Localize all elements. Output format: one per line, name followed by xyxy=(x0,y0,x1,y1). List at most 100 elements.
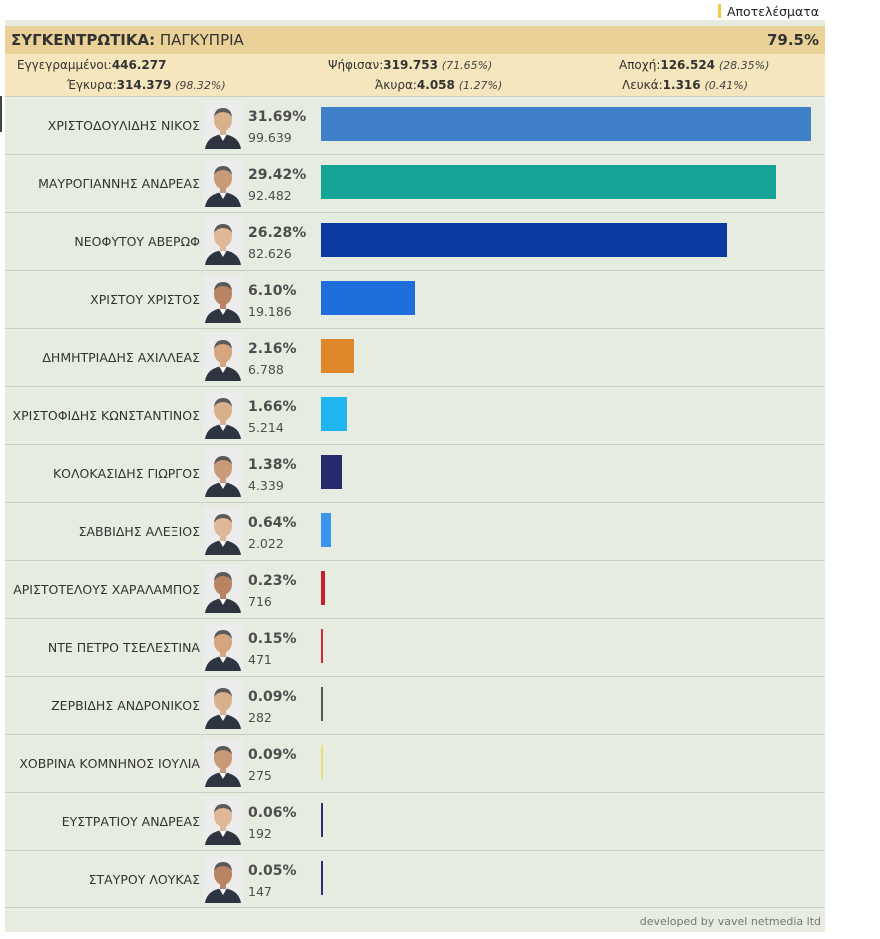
candidate-percentage: 29.42% xyxy=(248,167,307,183)
candidate-row: ΕΥΣΤΡΑΤΙΟΥ ΑΝΔΡΕΑΣ 0.06% 192 xyxy=(5,792,825,850)
summary-header: ΣΥΓΚΕΝΤΡΩΤΙΚΑ: ΠΑΓΚΥΠΡΙΑ 79.5% xyxy=(5,26,825,54)
invalid-stat: Άκυρα:4.058 (1.27%) xyxy=(375,78,502,92)
registered-value: 446.277 xyxy=(111,58,167,72)
candidate-name: ΧΟΒΡΙΝΑ ΚΟΜΝΗΝΟΣ ΙΟΥΛΙΑ xyxy=(19,756,200,771)
candidate-photo xyxy=(203,391,243,439)
candidate-name: ΖΕΡΒΙΔΗΣ ΑΝΔΡΟΝΙΚΟΣ xyxy=(51,698,200,713)
candidate-percentage: 0.64% xyxy=(248,515,297,531)
candidate-name: ΧΡΙΣΤΟΔΟΥΛΙΔΗΣ ΝΙΚΟΣ xyxy=(47,118,200,133)
candidate-row: ΑΡΙΣΤΟΤΕΛΟΥΣ ΧΑΡΑΛΑΜΠΟΣ 0.23% 716 xyxy=(5,560,825,618)
vote-bar xyxy=(321,107,811,141)
candidate-photo xyxy=(203,217,243,265)
valid-value: 314.379 xyxy=(116,78,172,92)
candidate-list: ΧΡΙΣΤΟΔΟΥΛΙΔΗΣ ΝΙΚΟΣ 31.69% 99.639 ΜΑΥΡΟΓΙΑ… xyxy=(5,96,825,908)
summary-box: ΣΥΓΚΕΝΤΡΩΤΙΚΑ: ΠΑΓΚΥΠΡΙΑ 79.5% Εγγεγραμμ… xyxy=(5,26,825,96)
left-edge-marker xyxy=(0,96,2,132)
candidate-name: ΧΡΙΣΤΟΦΙΔΗΣ ΚΩΝΣΤΑΝΤΙΝΟΣ xyxy=(12,408,200,423)
vote-bar xyxy=(321,629,324,663)
voted-pct: (71.65%) xyxy=(441,59,493,72)
vote-bar xyxy=(321,281,416,315)
vote-bar xyxy=(321,165,776,199)
candidate-percentage: 2.16% xyxy=(248,341,297,357)
candidate-name: ΜΑΥΡΟΓΙΑΝΝΗΣ ΑΝΔΡΕΑΣ xyxy=(38,176,200,191)
results-tab[interactable]: Αποτελέσματα xyxy=(717,3,819,19)
vote-bar xyxy=(321,745,323,779)
abstention-pct: (28.35%) xyxy=(718,59,770,72)
candidate-name: ΝΤΕ ΠΕΤΡΟ ΤΣΕΛΕΣΤΙΝΑ xyxy=(47,640,200,655)
vote-bar xyxy=(321,861,323,895)
legend-swatch xyxy=(717,4,721,18)
registered-label: Εγγεγραμμένοι: xyxy=(17,58,112,72)
turnout-value: 79.5% xyxy=(766,31,819,49)
candidate-photo xyxy=(203,101,243,149)
candidate-votes: 92.482 xyxy=(248,188,292,203)
candidate-votes: 99.639 xyxy=(248,130,292,145)
vote-bar xyxy=(321,455,343,489)
summary-title-rest: ΠΑΓΚΥΠΡΙΑ xyxy=(155,31,244,49)
abstention-value: 126.524 xyxy=(660,58,716,72)
invalid-label: Άκυρα: xyxy=(375,78,417,92)
candidate-votes: 282 xyxy=(248,710,272,725)
candidate-name: ΑΡΙΣΤΟΤΕΛΟΥΣ ΧΑΡΑΛΑΜΠΟΣ xyxy=(13,582,200,597)
voted-stat: Ψήφισαν:319.753 (71.65%) xyxy=(328,58,492,72)
candidate-row: ΔΗΜΗΤΡΙΑΔΗΣ ΑΧΙΛΛΕΑΣ 2.16% 6.788 xyxy=(5,328,825,386)
invalid-value: 4.058 xyxy=(416,78,455,92)
candidate-name: ΕΥΣΤΡΑΤΙΟΥ ΑΝΔΡΕΑΣ xyxy=(61,814,200,829)
candidate-row: ΝΕΟΦΥΤΟΥ ΑΒΕΡΩΦ 26.28% 82.626 xyxy=(5,212,825,270)
results-panel: Αποτελέσματα ΣΥΓΚΕΝΤΡΩΤΙΚΑ: ΠΑΓΚΥΠΡΙΑ 79… xyxy=(5,0,825,932)
developer-credit: developed by vavel netmedia ltd xyxy=(639,915,821,928)
valid-stat: Έγκυρα:314.379 (98.32%) xyxy=(67,78,226,92)
candidate-photo xyxy=(203,507,243,555)
vote-bar xyxy=(321,687,323,721)
candidate-photo xyxy=(203,275,243,323)
candidate-row: ΣΤΑΥΡΟΥ ΛΟΥΚΑΣ 0.05% 147 xyxy=(5,850,825,908)
candidate-name: ΚΟΛΟΚΑΣΙΔΗΣ ΓΙΩΡΓΟΣ xyxy=(52,466,200,481)
candidate-votes: 82.626 xyxy=(248,246,292,261)
candidate-votes: 192 xyxy=(248,826,272,841)
voted-label: Ψήφισαν: xyxy=(328,58,384,72)
candidate-percentage: 0.23% xyxy=(248,573,297,589)
candidate-row: ΖΕΡΒΙΔΗΣ ΑΝΔΡΟΝΙΚΟΣ 0.09% 282 xyxy=(5,676,825,734)
candidate-name: ΣΤΑΥΡΟΥ ΛΟΥΚΑΣ xyxy=(88,872,200,887)
results-tab-label: Αποτελέσματα xyxy=(726,3,819,19)
candidate-votes: 5.214 xyxy=(248,420,284,435)
summary-title: ΣΥΓΚΕΝΤΡΩΤΙΚΑ: ΠΑΓΚΥΠΡΙΑ xyxy=(11,31,244,49)
vote-bar xyxy=(321,571,325,605)
candidate-photo xyxy=(203,855,243,903)
candidate-name: ΧΡΙΣΤΟΥ ΧΡΙΣΤΟΣ xyxy=(90,292,200,307)
vote-bar xyxy=(321,397,347,431)
summary-title-bold: ΣΥΓΚΕΝΤΡΩΤΙΚΑ: xyxy=(11,31,156,49)
candidate-row: ΧΡΙΣΤΟΥ ΧΡΙΣΤΟΣ 6.10% 19.186 xyxy=(5,270,825,328)
candidate-votes: 716 xyxy=(248,594,272,609)
vote-bar xyxy=(321,339,355,373)
candidate-photo xyxy=(203,333,243,381)
candidate-row: ΜΑΥΡΟΓΙΑΝΝΗΣ ΑΝΔΡΕΑΣ 29.42% 92.482 xyxy=(5,154,825,212)
candidate-percentage: 6.10% xyxy=(248,283,297,299)
blank-label: Λευκά: xyxy=(622,78,663,92)
candidate-name: ΔΗΜΗΤΡΙΑΔΗΣ ΑΧΙΛΛΕΑΣ xyxy=(42,350,200,365)
abstention-stat: Αποχή:126.524 (28.35%) xyxy=(619,58,769,72)
candidate-photo xyxy=(203,449,243,497)
candidate-votes: 2.022 xyxy=(248,536,284,551)
candidate-row: ΚΟΛΟΚΑΣΙΔΗΣ ΓΙΩΡΓΟΣ 1.38% 4.339 xyxy=(5,444,825,502)
candidate-votes: 6.788 xyxy=(248,362,284,377)
candidate-votes: 147 xyxy=(248,884,272,899)
vote-bar xyxy=(321,803,323,837)
candidate-percentage: 0.09% xyxy=(248,689,297,705)
candidate-votes: 275 xyxy=(248,768,272,783)
blank-pct: (0.41%) xyxy=(704,79,748,92)
candidate-photo xyxy=(203,681,243,729)
candidate-percentage: 0.15% xyxy=(248,631,297,647)
candidate-percentage: 0.06% xyxy=(248,805,297,821)
candidate-row: ΧΡΙΣΤΟΦΙΔΗΣ ΚΩΝΣΤΑΝΤΙΝΟΣ 1.66% 5.214 xyxy=(5,386,825,444)
vote-bar xyxy=(321,223,728,257)
candidate-row: ΝΤΕ ΠΕΤΡΟ ΤΣΕΛΕΣΤΙΝΑ 0.15% 471 xyxy=(5,618,825,676)
candidate-photo xyxy=(203,159,243,207)
vote-bar xyxy=(321,513,331,547)
blank-value: 1.316 xyxy=(662,78,701,92)
top-bar: Αποτελέσματα xyxy=(5,0,825,20)
invalid-pct: (1.27%) xyxy=(458,79,503,92)
valid-pct: (98.32%) xyxy=(175,79,226,92)
candidate-percentage: 0.05% xyxy=(248,863,297,879)
candidate-name: ΣΑΒΒΙΔΗΣ ΑΛΕΞΙΟΣ xyxy=(78,524,200,539)
